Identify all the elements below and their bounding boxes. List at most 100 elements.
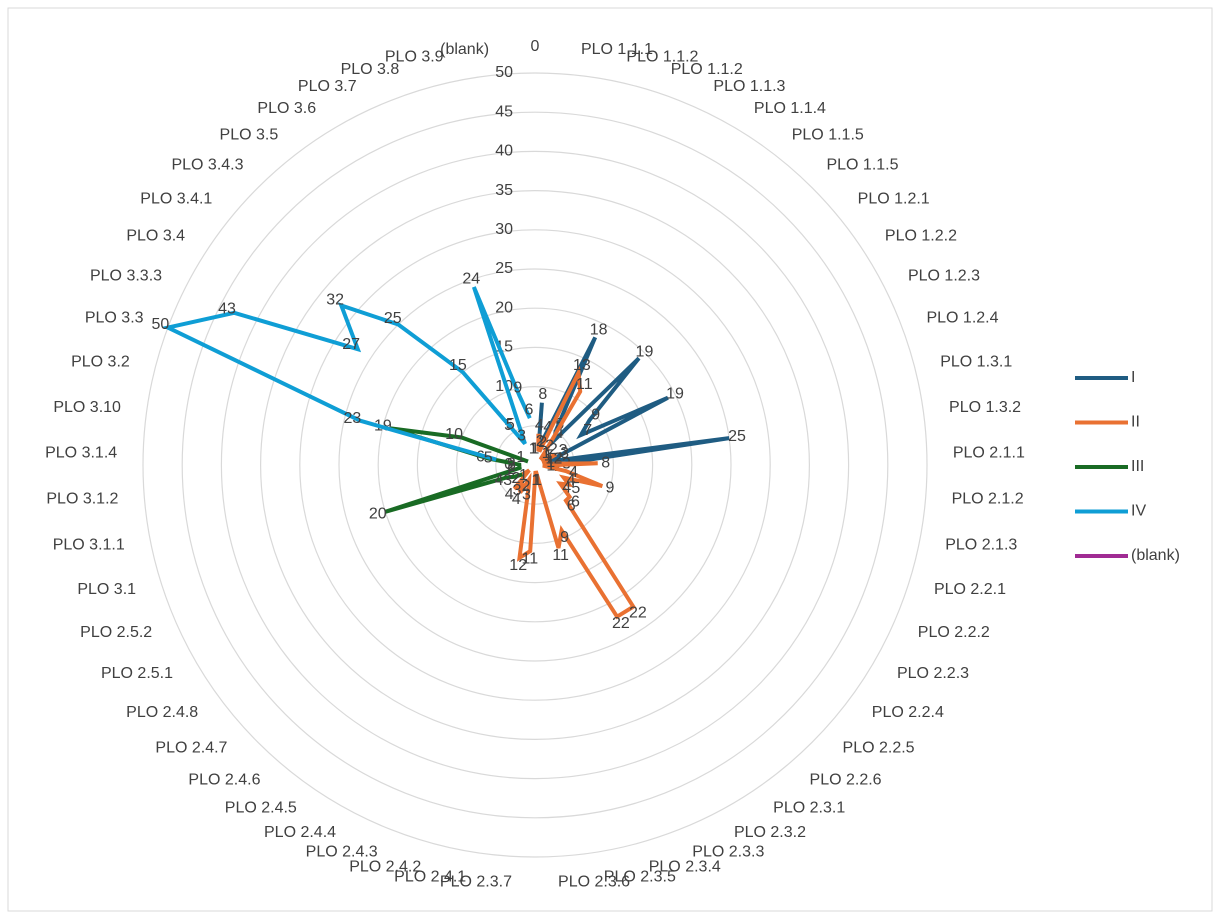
category-label: PLO 3.9 <box>385 48 444 65</box>
data-label: 2 <box>511 470 520 487</box>
category-label: PLO 2.3.5 <box>604 869 676 886</box>
data-label: 3 <box>560 445 569 462</box>
data-label: 23 <box>344 410 362 427</box>
radial-tick-label: 30 <box>495 221 513 238</box>
data-label: 3 <box>513 482 522 499</box>
data-label: 12 <box>509 557 527 574</box>
category-label: PLO 2.4.5 <box>225 800 297 817</box>
category-label: PLO 1.2.2 <box>885 228 957 245</box>
category-label: PLO 3.4.1 <box>140 190 212 207</box>
category-label: PLO 1.1.3 <box>713 78 785 95</box>
grid-ring <box>377 307 693 623</box>
category-label: PLO 3.4 <box>126 228 185 245</box>
radial-tick-label: 40 <box>495 143 513 160</box>
category-label: PLO 1.2.1 <box>858 190 930 207</box>
category-label: PLO 3.1.1 <box>53 536 125 553</box>
grid-ring <box>260 190 810 740</box>
grid-ring <box>181 111 889 819</box>
category-label: PLO 3.5 <box>220 126 279 143</box>
category-label: PLO 2.4.1 <box>394 869 466 886</box>
data-label: 9 <box>513 380 522 397</box>
data-label: 4 <box>512 491 521 508</box>
category-label: PLO 1.2.3 <box>908 267 980 284</box>
data-label: 10 <box>445 426 463 443</box>
category-label: PLO 2.4.3 <box>306 843 378 860</box>
data-label: 43 <box>218 300 236 317</box>
category-label: PLO 2.4.7 <box>155 739 227 756</box>
category-label: PLO 2.3.2 <box>734 824 806 841</box>
category-label: PLO 1.1.5 <box>826 157 898 174</box>
category-label: PLO 2.3.1 <box>773 800 845 817</box>
data-label: 1 <box>516 449 525 466</box>
radial-tick-label: 45 <box>495 103 513 120</box>
data-label: 2 <box>554 450 563 467</box>
data-label: 5 <box>484 450 493 467</box>
category-label: PLO 2.2.3 <box>897 665 969 682</box>
category-label: PLO 3.2 <box>71 354 130 371</box>
data-label: 2 <box>554 450 563 467</box>
grid-ring <box>142 72 928 858</box>
data-label: 9 <box>560 529 569 546</box>
category-label: PLO 3.10 <box>53 399 121 416</box>
category-label: PLO 3.8 <box>341 61 400 78</box>
data-label: 8 <box>538 386 547 403</box>
category-label: PLO 1.1.5 <box>792 126 864 143</box>
category-label: PLO 2.5.1 <box>101 665 173 682</box>
data-label: 2 <box>507 458 516 475</box>
category-label: PLO 2.2.4 <box>872 704 944 721</box>
data-label: 2 <box>522 478 531 495</box>
data-label: 1 <box>519 467 528 484</box>
category-label: PLO 1.3.1 <box>940 354 1012 371</box>
category-label: (blank) <box>440 41 489 58</box>
data-label: 25 <box>384 310 402 327</box>
data-label: 1 <box>544 448 553 465</box>
category-label: PLO 3.3 <box>85 310 144 327</box>
data-label: 3 <box>522 487 531 504</box>
category-label: PLO 2.3.3 <box>692 843 764 860</box>
category-label: 0 <box>531 38 540 55</box>
category-label: PLO 1.3.2 <box>949 399 1021 416</box>
data-label: 1 <box>529 440 538 457</box>
category-label: PLO 2.2.2 <box>918 624 990 641</box>
data-label: 13 <box>573 357 591 374</box>
category-label: PLO 3.1.2 <box>46 491 118 508</box>
category-label: PLO 1.1.2 <box>626 48 698 65</box>
category-label: PLO 3.1.4 <box>45 445 117 462</box>
data-label: 4 <box>567 472 576 489</box>
category-label: PLO 2.4.4 <box>264 824 336 841</box>
data-label: 6 <box>571 493 580 510</box>
data-label: 1 <box>533 472 542 489</box>
data-label: 4 <box>562 480 571 497</box>
radial-tick-label: 0 <box>504 456 513 473</box>
data-label: 1 <box>531 472 540 489</box>
category-label: PLO 3.3.3 <box>90 267 162 284</box>
data-label: 4 <box>535 417 544 434</box>
data-label: 11 <box>552 547 569 564</box>
category-label: PLO 2.1.2 <box>952 491 1024 508</box>
radial-tick-label: 50 <box>495 64 513 81</box>
category-label: PLO 2.3.4 <box>649 858 721 875</box>
data-label: 20 <box>369 505 387 522</box>
radial-tick-label: 25 <box>495 260 513 277</box>
data-label: 11 <box>522 550 539 567</box>
category-label: PLO 3.4.3 <box>171 157 243 174</box>
category-label: PLO 1.1.4 <box>754 100 826 117</box>
data-label: 15 <box>449 357 467 374</box>
data-label: 4 <box>569 464 578 481</box>
legend-label: III <box>1131 458 1144 475</box>
data-label: 2 <box>507 461 516 478</box>
data-label: 1 <box>546 458 555 475</box>
grid-ring <box>299 229 771 701</box>
data-label: 3 <box>559 442 568 459</box>
category-label: PLO 2.4.8 <box>126 704 198 721</box>
category-label: PLO 1.1.1 <box>581 41 653 58</box>
data-label: 19 <box>636 344 654 361</box>
data-label: 1 <box>542 445 551 462</box>
category-label: PLO 1.1.2 <box>671 61 743 78</box>
data-label: 2 <box>507 456 516 473</box>
data-label: 27 <box>342 336 360 353</box>
data-label: 18 <box>590 321 608 338</box>
data-label: 9 <box>606 480 615 497</box>
category-label: PLO 2.2.5 <box>843 739 915 756</box>
data-label: 50 <box>151 316 169 333</box>
